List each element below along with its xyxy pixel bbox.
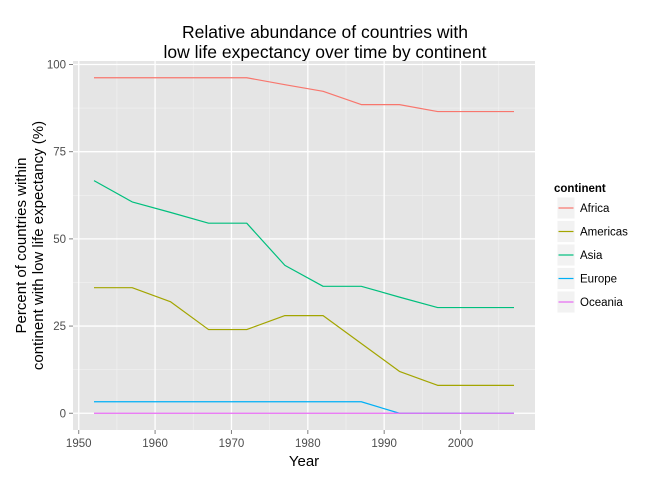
legend-label: Africa [580, 203, 610, 215]
x-tick-label: 1990 [371, 438, 397, 450]
legend-label: Americas [580, 227, 628, 239]
x-tick-label: 1980 [295, 438, 321, 450]
legend-item-europe: Europe [556, 267, 617, 290]
y-tick-label: 0 [60, 408, 66, 420]
chart-title-line-2: low life expectancy over time by contine… [164, 42, 487, 62]
y-axis-title-line-2: continent with low life expectancy (%) [30, 121, 47, 370]
x-axis: 1950 1960 1970 1980 1990 2000 [66, 430, 473, 450]
legend: continent Africa Americas Asia Europe Oceani… [554, 183, 628, 314]
legend-title: continent [554, 183, 606, 195]
series-line-asia [93, 180, 514, 309]
y-axis: 0 25 50 75 100 [47, 59, 73, 420]
plot-panel [73, 61, 535, 430]
chart-title-line-1: Relative abundance of countries with [182, 22, 468, 42]
series-lines [93, 77, 514, 414]
legend-label: Oceania [580, 297, 623, 309]
minor-gridlines [73, 61, 535, 430]
legend-item-americas: Americas [556, 220, 628, 243]
series-line-americas [94, 287, 514, 386]
y-tick-label: 25 [53, 321, 66, 333]
legend-item-africa: Africa [556, 196, 610, 220]
y-axis-title-line-1: Percent of countries within [13, 158, 30, 334]
x-axis-title: Year [289, 453, 319, 470]
y-tick-label: 100 [47, 59, 66, 71]
y-tick-label: 50 [53, 234, 66, 246]
series-line-africa [94, 77, 514, 113]
x-tick-label: 1960 [142, 438, 168, 450]
legend-item-oceania: Oceania [556, 290, 623, 314]
legend-item-asia: Asia [556, 243, 603, 267]
x-tick-label: 2000 [448, 438, 474, 450]
legend-label: Europe [580, 274, 617, 286]
x-tick-label: 1970 [219, 438, 245, 450]
legend-label: Asia [580, 250, 603, 262]
x-tick-label: 1950 [66, 438, 92, 450]
y-tick-label: 75 [53, 147, 66, 159]
